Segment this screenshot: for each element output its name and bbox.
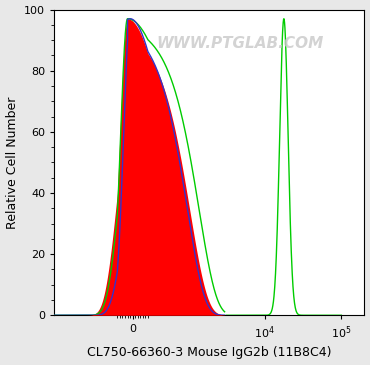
Text: WWW.PTGLAB.COM: WWW.PTGLAB.COM [157,36,324,51]
X-axis label: CL750-66360-3 Mouse IgG2b (11B8C4): CL750-66360-3 Mouse IgG2b (11B8C4) [87,346,332,360]
Y-axis label: Relative Cell Number: Relative Cell Number [6,96,18,228]
